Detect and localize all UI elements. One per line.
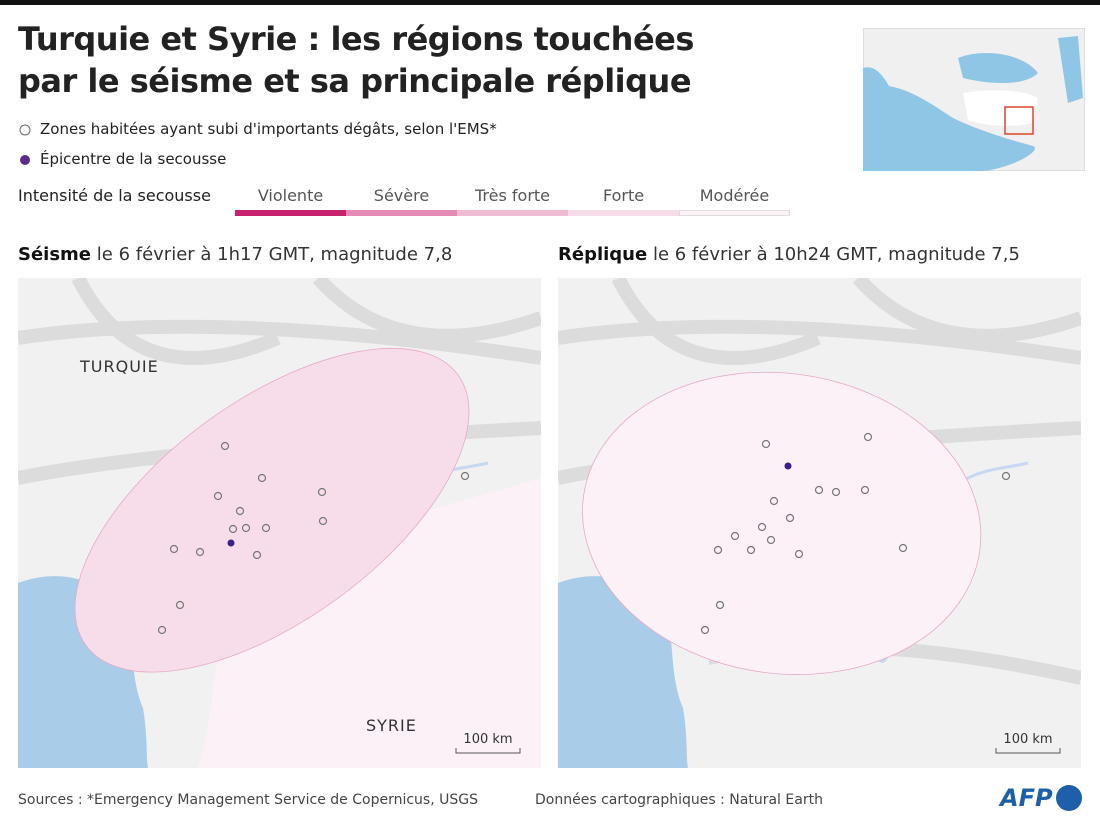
cartography: Données cartographiques : Natural Earth: [535, 792, 823, 808]
terrain: [558, 319, 1081, 365]
damaged-zone: [860, 485, 870, 495]
damaged-zone: [317, 487, 327, 497]
scale-bar: [455, 748, 521, 754]
damaged-zone: [831, 487, 841, 497]
terrain: [852, 278, 1081, 343]
scale-label: 100 km: [1003, 732, 1052, 747]
damaged-zone: [898, 543, 908, 553]
title: par le séisme et sa principale réplique: [18, 62, 692, 100]
intensity-bar: [235, 210, 346, 216]
epicenter: [227, 539, 235, 547]
heading-rest: le 6 février à 1h17 GMT, magnitude 7,8: [96, 244, 453, 265]
damaged-zone: [769, 496, 779, 506]
damaged-zone: [794, 549, 804, 559]
map-heading: Réplique le 6 février à 10h24 GMT, magni…: [558, 244, 1020, 265]
intensity-bar: [346, 210, 457, 216]
intensity-bar: [568, 210, 679, 216]
intensity-title: Intensité de la secousse: [18, 186, 211, 205]
intensity-zone: [198, 478, 541, 768]
damaged-zone: [261, 523, 271, 533]
logo: AFP: [1000, 784, 1053, 812]
damaged-zone: [228, 524, 238, 534]
damaged-zone: [785, 513, 795, 523]
terrain: [71, 278, 281, 365]
intensity-label: Très forte: [474, 186, 551, 205]
damaged-zone: [460, 471, 470, 481]
intensity-zone: [582, 371, 982, 675]
terrain: [18, 319, 541, 365]
country-label: TURQUIE: [79, 357, 159, 376]
inset-map: [863, 28, 1085, 171]
intensity-label: Forte: [602, 186, 645, 205]
intensity-label: Modérée: [699, 186, 770, 205]
sources: Sources : *Emergency Management Service …: [18, 792, 478, 808]
heading-bold: Séisme: [18, 244, 92, 265]
damaged-zone: [195, 547, 205, 557]
title: Turquie et Syrie : les régions touchées: [18, 20, 694, 58]
terrain: [312, 278, 541, 343]
intensity-label: Violente: [257, 186, 324, 205]
damaged-zone: [814, 485, 824, 495]
damaged-zone: [730, 531, 740, 541]
damaged-zone: [1001, 471, 1011, 481]
country-label: SYRIE: [366, 716, 417, 735]
legend-damaged: Zones habitées ayant subi d'importants d…: [40, 120, 497, 138]
damaged-zone: [213, 491, 223, 501]
epicenter: [784, 462, 792, 470]
intensity-bar: [457, 210, 568, 216]
intensity-bar: [679, 210, 790, 216]
intensity-label: Sévère: [373, 186, 430, 205]
damaged-zone: [169, 544, 179, 554]
damaged-zone: [713, 545, 723, 555]
legend-symbols: [19, 124, 31, 165]
logo-dot: [1056, 785, 1082, 811]
intensity-zone: [74, 347, 470, 673]
damaged-zone: [257, 473, 267, 483]
damaged-zone: [863, 432, 873, 442]
damaged-zone: [241, 523, 251, 533]
map: 100 km: [558, 278, 1081, 768]
top-rule: [0, 0, 1100, 5]
legend-epicenter: Épicentre de la secousse: [40, 150, 227, 168]
damaged-zone: [175, 600, 185, 610]
scale-label: 100 km: [463, 732, 512, 747]
damaged-zone: [157, 625, 167, 635]
damaged-zone: [715, 600, 725, 610]
damaged-zone: [700, 625, 710, 635]
damaged-zone: [318, 516, 328, 526]
map: TURQUIE SYRIE 100 km: [18, 278, 541, 768]
damaged-zone: [746, 545, 756, 555]
heading-bold: Réplique: [558, 244, 648, 265]
scale-bar: [995, 748, 1061, 754]
terrain: [611, 278, 821, 365]
damaged-zone: [252, 550, 262, 560]
damaged-zone: [766, 535, 776, 545]
heading-rest: le 6 février à 10h24 GMT, magnitude 7,5: [652, 244, 1020, 265]
damaged-zone: [220, 441, 230, 451]
damaged-zone: [757, 522, 767, 532]
damaged-zone: [235, 506, 245, 516]
damaged-zone: [761, 439, 771, 449]
map-heading: Séisme le 6 février à 1h17 GMT, magnitud…: [18, 244, 452, 265]
